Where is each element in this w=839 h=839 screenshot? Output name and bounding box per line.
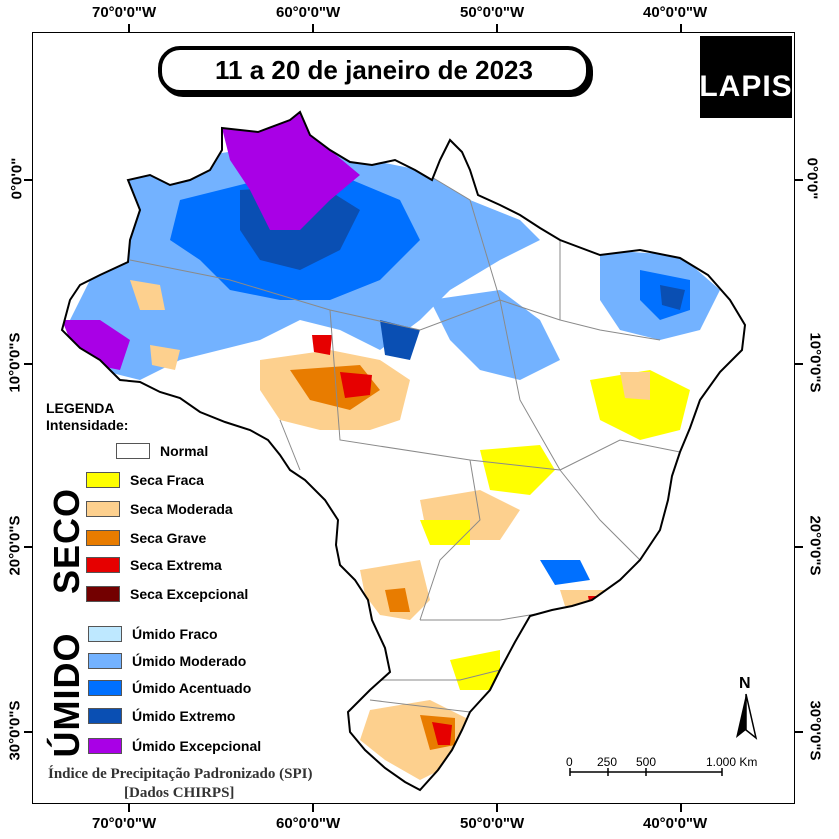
legend-swatch	[86, 586, 120, 602]
north-label: N	[739, 675, 751, 692]
tick-mark	[795, 546, 803, 548]
lapis-logo: LAPIS	[699, 36, 792, 118]
data-source-caption: [Dados CHIRPS]	[124, 785, 235, 801]
legend-item-seca-grave: Seca Grave	[86, 530, 206, 546]
legend-label: Seca Fraca	[130, 472, 204, 488]
legend-item-seca-extrema: Seca Extrema	[86, 557, 222, 573]
legend-label: Úmido Extremo	[132, 708, 236, 724]
legend-swatch	[86, 472, 120, 488]
tick-mark	[496, 24, 498, 32]
legend-label: Normal	[160, 443, 209, 459]
dry-group-label: SECO	[46, 487, 87, 594]
legend-swatch	[88, 708, 122, 724]
lon-tick-60w-top: 60°0'0"W	[276, 4, 341, 21]
lon-tick-60w-bottom: 60°0'0"W	[276, 815, 341, 832]
legend-swatch	[86, 530, 120, 546]
lon-tick-70w-bottom: 70°0'0"W	[92, 815, 157, 832]
legend-item-seca-fraca: Seca Fraca	[86, 472, 204, 488]
tick-mark	[312, 24, 314, 32]
tick-mark	[795, 179, 803, 181]
tick-mark	[496, 804, 498, 812]
tick-mark	[680, 24, 682, 32]
legend-item-umido-moderado: Úmido Moderado	[88, 653, 246, 669]
legend-item-seca-excepcional: Seca Excepcional	[86, 586, 248, 602]
spi-caption: Índice de Precipitação Padronizado (SPI)	[48, 766, 313, 782]
tick-mark	[24, 363, 32, 365]
scale-bar	[569, 768, 723, 776]
legend-swatch	[88, 680, 122, 696]
tick-mark	[128, 804, 130, 812]
tick-mark	[795, 363, 803, 365]
tick-mark	[128, 24, 130, 32]
legend-item-umido-excepcional: Úmido Excepcional	[88, 738, 261, 754]
legend-label: Seca Moderada	[130, 501, 233, 517]
legend-label: Úmido Fraco	[132, 626, 218, 642]
legend-item-umido-extremo: Úmido Extremo	[88, 708, 235, 724]
legend-swatch	[88, 653, 122, 669]
tick-mark	[795, 731, 803, 733]
tick-mark	[24, 179, 32, 181]
tick-mark	[24, 546, 32, 548]
legend-item-umido-acentuado: Úmido Acentuado	[88, 680, 251, 696]
legend-label: Úmido Excepcional	[132, 738, 262, 754]
legend-item-seca-moderada: Seca Moderada	[86, 501, 233, 517]
lon-tick-40w-bottom: 40°0'0"W	[643, 815, 708, 832]
legend-swatch	[86, 557, 120, 573]
north-arrow-icon	[736, 693, 758, 740]
legend-label: Úmido Moderado	[132, 653, 247, 669]
legend-swatch	[116, 443, 150, 459]
tick-mark	[680, 804, 682, 812]
scale-label-1000: 1.000 Km	[706, 755, 758, 769]
legend-swatch	[88, 626, 122, 642]
lon-tick-50w-bottom: 50°0'0"W	[460, 815, 525, 832]
legend-swatch	[86, 501, 120, 517]
wet-group-label: ÚMIDO	[46, 632, 87, 758]
scale-label-500: 500	[636, 755, 657, 769]
legend-item-umido-fraco: Úmido Fraco	[88, 626, 218, 642]
lon-tick-50w-top: 50°0'0"W	[460, 4, 525, 21]
legend-label: Seca Grave	[130, 530, 207, 546]
map-title: 11 a 20 de janeiro de 2023	[158, 46, 590, 94]
lon-tick-40w-top: 40°0'0"W	[643, 4, 708, 21]
legend-label: Úmido Acentuado	[132, 680, 252, 696]
scale-label-250: 250	[597, 755, 618, 769]
scale-label-0: 0	[566, 755, 573, 769]
legend-swatch	[88, 738, 122, 754]
tick-mark	[24, 731, 32, 733]
legend-item-normal: Normal	[116, 443, 208, 459]
legend-heading: LEGENDA Intensidade:	[46, 400, 129, 433]
lon-tick-70w-top: 70°0'0"W	[92, 4, 157, 21]
legend-label: Seca Excepcional	[130, 586, 249, 602]
legend-label: Seca Extrema	[130, 557, 222, 573]
tick-mark	[312, 804, 314, 812]
